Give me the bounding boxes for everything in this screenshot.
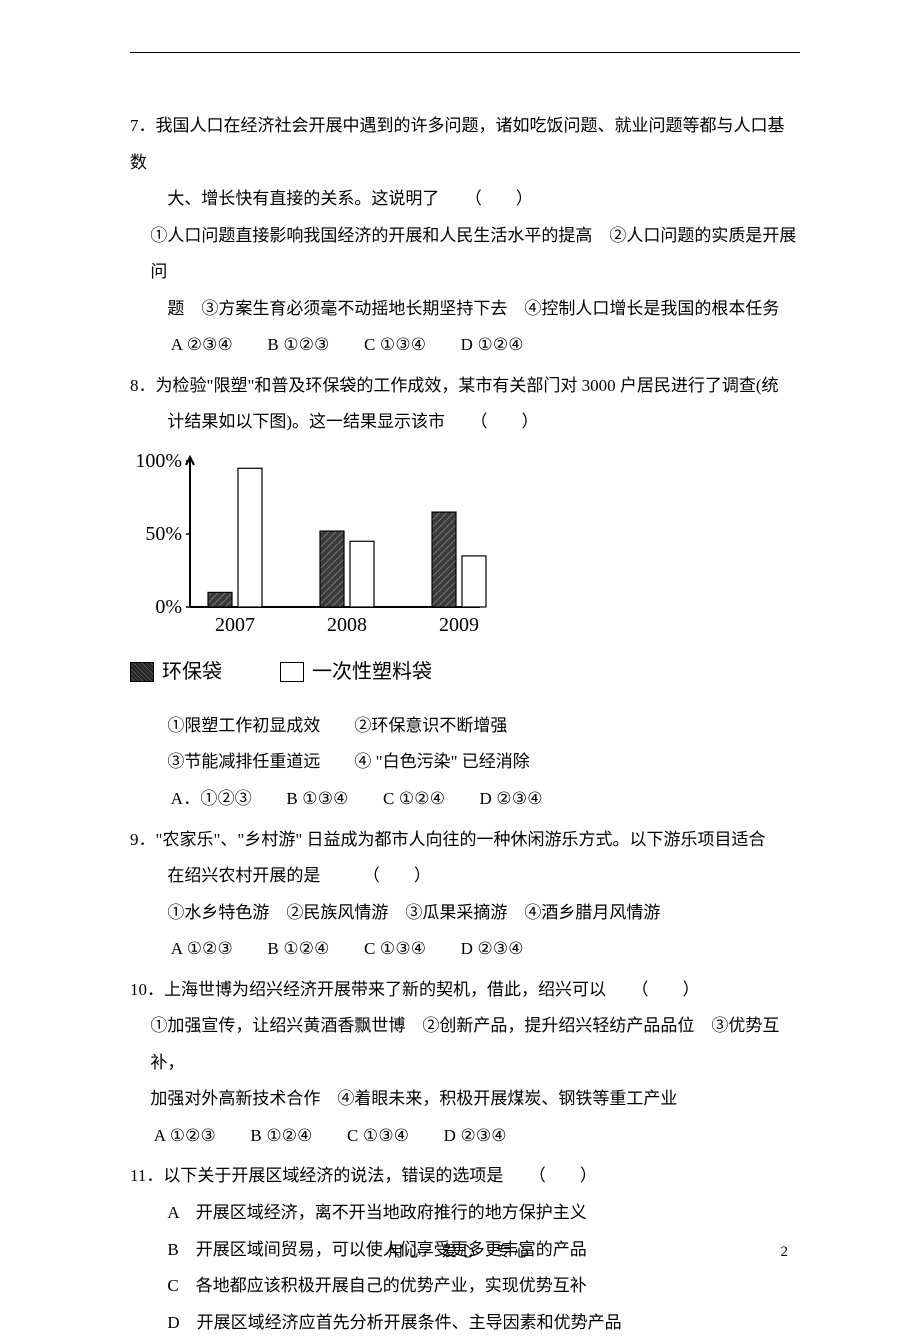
svg-text:100%: 100%	[135, 450, 182, 472]
q10-opt-b[interactable]: B ①②④	[250, 1126, 312, 1145]
page-root: 7．我国人口在经济社会开展中遇到的许多问题，诸如吃饭问题、就业问题等都与人口基数…	[0, 0, 920, 1302]
svg-text:2009: 2009	[439, 614, 479, 636]
q11-opt-d[interactable]: D 开展区域经济应首先分析开展条件、主导因素和优势产品	[130, 1305, 800, 1341]
q7-sub-line1: ①人口问题直接影响我国经济的开展和人民生活水平的提高 ②人口问题的实质是开展问	[130, 218, 800, 291]
legend-plastic: 一次性塑料袋	[280, 651, 432, 694]
q9-opt-d[interactable]: D ②③④	[461, 939, 524, 958]
q8-opt-d[interactable]: D ②③④	[480, 789, 543, 808]
q10-options: A ①②③ B ①②④ C ①③④ D ②③④	[130, 1118, 800, 1155]
q7-options: A ②③④ B ①②③ C ①③④ D ①②④	[130, 327, 800, 364]
q8-opt-a[interactable]: A．①②③	[171, 789, 252, 808]
q7-opt-c[interactable]: C ①③④	[364, 335, 426, 354]
q9-sub-line1: ①水乡特色游 ②民族风情游 ③瓜果采摘游 ④酒乡腊月风情游	[130, 895, 800, 932]
q11-stem: 11．以下关于开展区域经济的说法，错误的选项是 （ ）	[130, 1158, 800, 1195]
q10-sub-line2: 加强对外高新技术合作 ④着眼未来，积极开展煤炭、钢铁等重工产业	[130, 1081, 800, 1118]
content: 7．我国人口在经济社会开展中遇到的许多问题，诸如吃饭问题、就业问题等都与人口基数…	[130, 108, 800, 1341]
q8-opt-b[interactable]: B ①③④	[286, 789, 348, 808]
q9-options: A ①②③ B ①②④ C ①③④ D ②③④	[130, 931, 800, 968]
q8-sub-line2: ③节能减排任重道远 ④ "白色污染" 已经消除	[130, 744, 800, 781]
q8-options: A．①②③ B ①③④ C ①②④ D ②③④	[130, 781, 800, 818]
q8-stem-line2: 计结果如以下图)。这一结果显示该市 （ ）	[130, 404, 800, 441]
q10-opt-a[interactable]: A ①②③	[154, 1126, 216, 1145]
question-9: 9．"农家乐"、"乡村游" 日益成为都市人向往的一种休闲游乐方式。以下游乐项目适…	[130, 822, 800, 968]
question-7: 7．我国人口在经济社会开展中遇到的许多问题，诸如吃饭问题、就业问题等都与人口基数…	[130, 108, 800, 364]
q7-opt-a[interactable]: A ②③④	[171, 335, 233, 354]
q9-opt-c[interactable]: C ①③④	[364, 939, 426, 958]
q8-stem-line1: 8．为检验"限塑"和普及环保袋的工作成效，某市有关部门对 3000 户居民进行了…	[130, 368, 800, 405]
top-rule	[130, 52, 800, 53]
svg-text:2008: 2008	[327, 614, 367, 636]
q11-opt-a[interactable]: A 开展区域经济，离不开当地政府推行的地方保护主义	[130, 1195, 800, 1232]
svg-text:2007: 2007	[215, 614, 255, 636]
q10-opt-c[interactable]: C ①③④	[347, 1126, 409, 1145]
q10-stem: 10．上海世博为绍兴经济开展带来了新的契机，借此，绍兴可以 （ ）	[130, 972, 800, 1009]
legend-swatch-plastic	[280, 662, 304, 682]
q7-opt-d[interactable]: D ①②④	[461, 335, 524, 354]
q9-opt-b[interactable]: B ①②④	[267, 939, 329, 958]
legend-swatch-eco	[130, 662, 154, 682]
legend-label-eco: 环保袋	[162, 651, 222, 694]
svg-text:0%: 0%	[155, 596, 182, 618]
q7-stem-line1: 7．我国人口在经济社会开展中遇到的许多问题，诸如吃饭问题、就业问题等都与人口基数	[130, 108, 800, 181]
q9-opt-a[interactable]: A ①②③	[171, 939, 233, 958]
svg-text:50%: 50%	[145, 523, 182, 545]
q9-stem-line1: 9．"农家乐"、"乡村游" 日益成为都市人向往的一种休闲游乐方式。以下游乐项目适…	[130, 822, 800, 859]
q11-opt-c[interactable]: C 各地都应该积极开展自己的优势产业，实现优势互补	[130, 1268, 800, 1305]
bar-chart: 100% 50% 0% 2007 2008 2009 环保袋 一次性塑料袋	[130, 447, 800, 694]
page-number: 2	[781, 1236, 789, 1268]
question-10: 10．上海世博为绍兴经济开展带来了新的契机，借此，绍兴可以 （ ） ①加强宣传，…	[130, 972, 800, 1155]
q8-opt-c[interactable]: C ①②④	[383, 789, 445, 808]
q7-stem-line2: 大、增长快有直接的关系。这说明了 （ ）	[130, 181, 800, 218]
q7-sub-line2: 题 ③方案生育必须毫不动摇地长期坚持下去 ④控制人口增长是我国的根本任务	[130, 291, 800, 328]
q7-opt-b[interactable]: B ①②③	[267, 335, 329, 354]
q8-sub-line1: ①限塑工作初显成效 ②环保意识不断增强	[130, 708, 800, 745]
q10-sub-line1: ①加强宣传，让绍兴黄酒香飘世博 ②创新产品，提升绍兴轻纺产品品位 ③优势互补，	[130, 1008, 800, 1081]
chart-legend: 环保袋 一次性塑料袋	[130, 651, 800, 694]
legend-eco: 环保袋	[130, 651, 222, 694]
bar-chart-svg: 100% 50% 0% 2007 2008 2009	[130, 447, 490, 647]
q9-stem-line2: 在绍兴农村开展的是 （ ）	[130, 858, 800, 895]
legend-label-plastic: 一次性塑料袋	[312, 651, 432, 694]
q10-opt-d[interactable]: D ②③④	[444, 1126, 507, 1145]
question-8: 8．为检验"限塑"和普及环保袋的工作成效，某市有关部门对 3000 户居民进行了…	[130, 368, 800, 818]
